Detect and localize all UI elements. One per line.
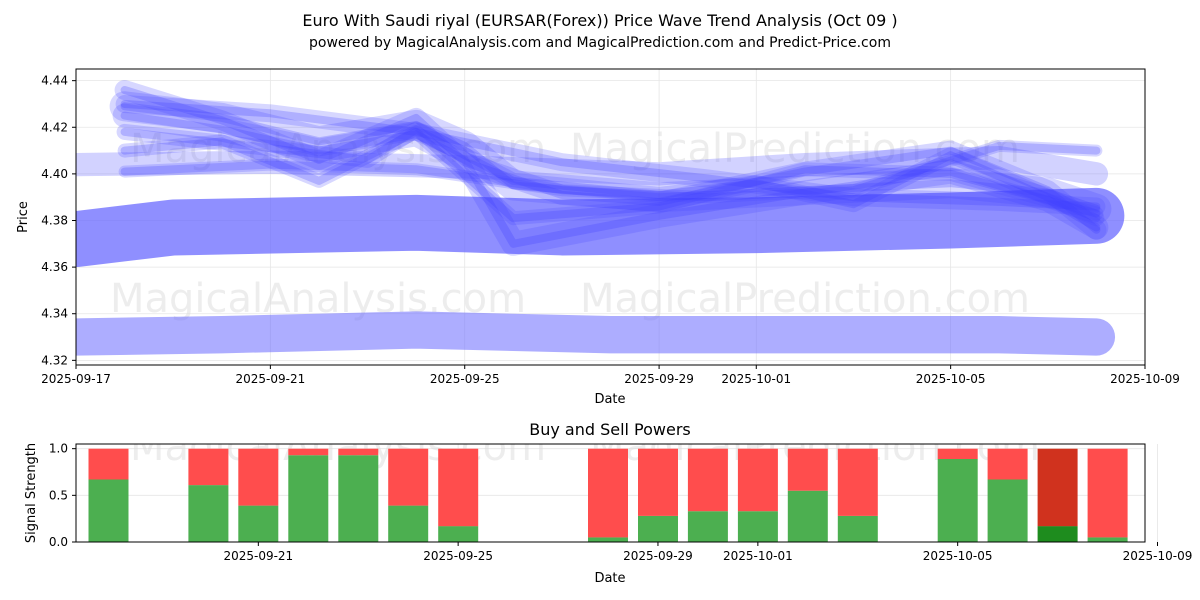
- wave-7: [115, 95, 1106, 216]
- y-tick-label: 4.40: [41, 167, 68, 181]
- power-plot-frame: [75, 443, 1146, 543]
- y-tick-label: 4.32: [41, 353, 68, 367]
- buy-bar: [1037, 526, 1078, 542]
- power-title: Buy and Sell Powers: [529, 420, 691, 439]
- price-plot: MagicalAnalysis.com MagicalPrediction.com…: [41, 68, 1180, 386]
- y-tick-label: 4.38: [41, 213, 68, 227]
- watermark: MagicalPrediction.com: [580, 276, 1030, 322]
- buy-bar: [1087, 537, 1128, 542]
- wave-3: [114, 80, 1107, 240]
- x-tick-label: 2025-10-05: [923, 549, 993, 563]
- sell-bar: [188, 448, 229, 486]
- sell-bar: [687, 448, 728, 512]
- wave-2-core: [120, 111, 1101, 248]
- sell-bar: [837, 448, 878, 516]
- sell-bar: [737, 448, 778, 512]
- buy-bar: [338, 455, 379, 542]
- buy-bar: [987, 479, 1028, 542]
- buy-bar: [188, 485, 229, 542]
- buy-bar: [588, 537, 628, 542]
- x-tick-label: 2025-09-17: [41, 372, 111, 386]
- y-tick-label: 4.36: [41, 260, 68, 274]
- y-tick-label: 4.44: [41, 74, 68, 88]
- price-x-label: Date: [594, 392, 625, 407]
- x-tick-label: 2025-10-01: [723, 549, 793, 563]
- watermark: MagicalPrediction.com: [570, 126, 1020, 172]
- sell-bar: [1037, 448, 1078, 527]
- x-tick-label: 2025-09-29: [623, 549, 693, 563]
- buy-bar: [937, 458, 978, 542]
- wave-2: [112, 103, 1109, 256]
- x-tick-label: 2025-10-09: [1110, 372, 1180, 386]
- wave-1-core: [120, 102, 1101, 213]
- price-plot-frame: [75, 68, 1146, 366]
- x-tick-label: 2025-10-01: [721, 372, 791, 386]
- buy-bar: [687, 511, 728, 542]
- wave-5: [117, 124, 1104, 226]
- wave-5-core: [120, 127, 1101, 223]
- power-x-label: Date: [594, 571, 625, 586]
- y-tick-label: 0.5: [49, 488, 68, 502]
- price-y-label: Price: [16, 201, 31, 233]
- sell-bar: [238, 448, 279, 506]
- y-tick-label: 4.34: [41, 307, 68, 321]
- wave-4-core: [120, 125, 1101, 223]
- sell-bar: [1087, 448, 1128, 538]
- buy-bar: [438, 526, 479, 542]
- x-tick-label: 2025-09-29: [624, 372, 694, 386]
- sell-bar: [88, 448, 129, 480]
- main-band: [76, 187, 1125, 268]
- buy-bar: [388, 505, 429, 542]
- buy-bar: [737, 511, 778, 542]
- wave-6-core: [120, 141, 1101, 202]
- sell-bar: [388, 448, 429, 506]
- buy-bar: [638, 515, 678, 542]
- sell-bar: [638, 448, 678, 516]
- x-tick-label: 2025-09-21: [223, 549, 293, 563]
- x-tick-label: 2025-09-25: [423, 549, 493, 563]
- y-tick-label: 4.42: [41, 120, 68, 134]
- wave-4: [116, 121, 1105, 227]
- x-tick-label: 2025-10-09: [1123, 549, 1193, 563]
- sell-bar: [937, 448, 978, 459]
- sell-bar: [288, 448, 329, 456]
- watermark: MagicalAnalysis.com: [130, 126, 546, 172]
- power-y-label: Signal Strength: [24, 443, 39, 543]
- wave-3-core: [120, 86, 1101, 234]
- buy-bar: [238, 505, 279, 542]
- plot-area: MagicalAnalysis.com MagicalPrediction.com…: [76, 80, 1125, 356]
- y-tick-label: 1.0: [49, 442, 68, 456]
- power-plot: MagicalAnalysis.com MagicalPrediction.com…: [49, 442, 1193, 563]
- x-tick-label: 2025-09-21: [235, 372, 305, 386]
- upper-band: [76, 145, 1109, 186]
- chart-title: Euro With Saudi riyal (EURSAR(Forex)) Pr…: [302, 11, 897, 30]
- buy-bar: [787, 490, 828, 542]
- sell-bar: [338, 448, 379, 456]
- support-band: [76, 311, 1116, 356]
- wave-6: [118, 139, 1103, 204]
- wave-1: [109, 91, 1112, 224]
- buy-bar: [288, 455, 329, 542]
- y-tick-label: 0.0: [49, 535, 68, 549]
- x-tick-label: 2025-09-25: [430, 372, 500, 386]
- x-tick-label: 2025-10-05: [916, 372, 986, 386]
- sell-bar: [438, 448, 479, 527]
- sell-bar: [987, 448, 1028, 480]
- buy-bar: [88, 479, 129, 542]
- buy-bar: [837, 515, 878, 542]
- chart-subtitle: powered by MagicalAnalysis.com and Magic…: [309, 35, 891, 51]
- sell-bar: [588, 448, 628, 538]
- wave-7-core: [120, 100, 1101, 211]
- sell-bar: [787, 448, 828, 491]
